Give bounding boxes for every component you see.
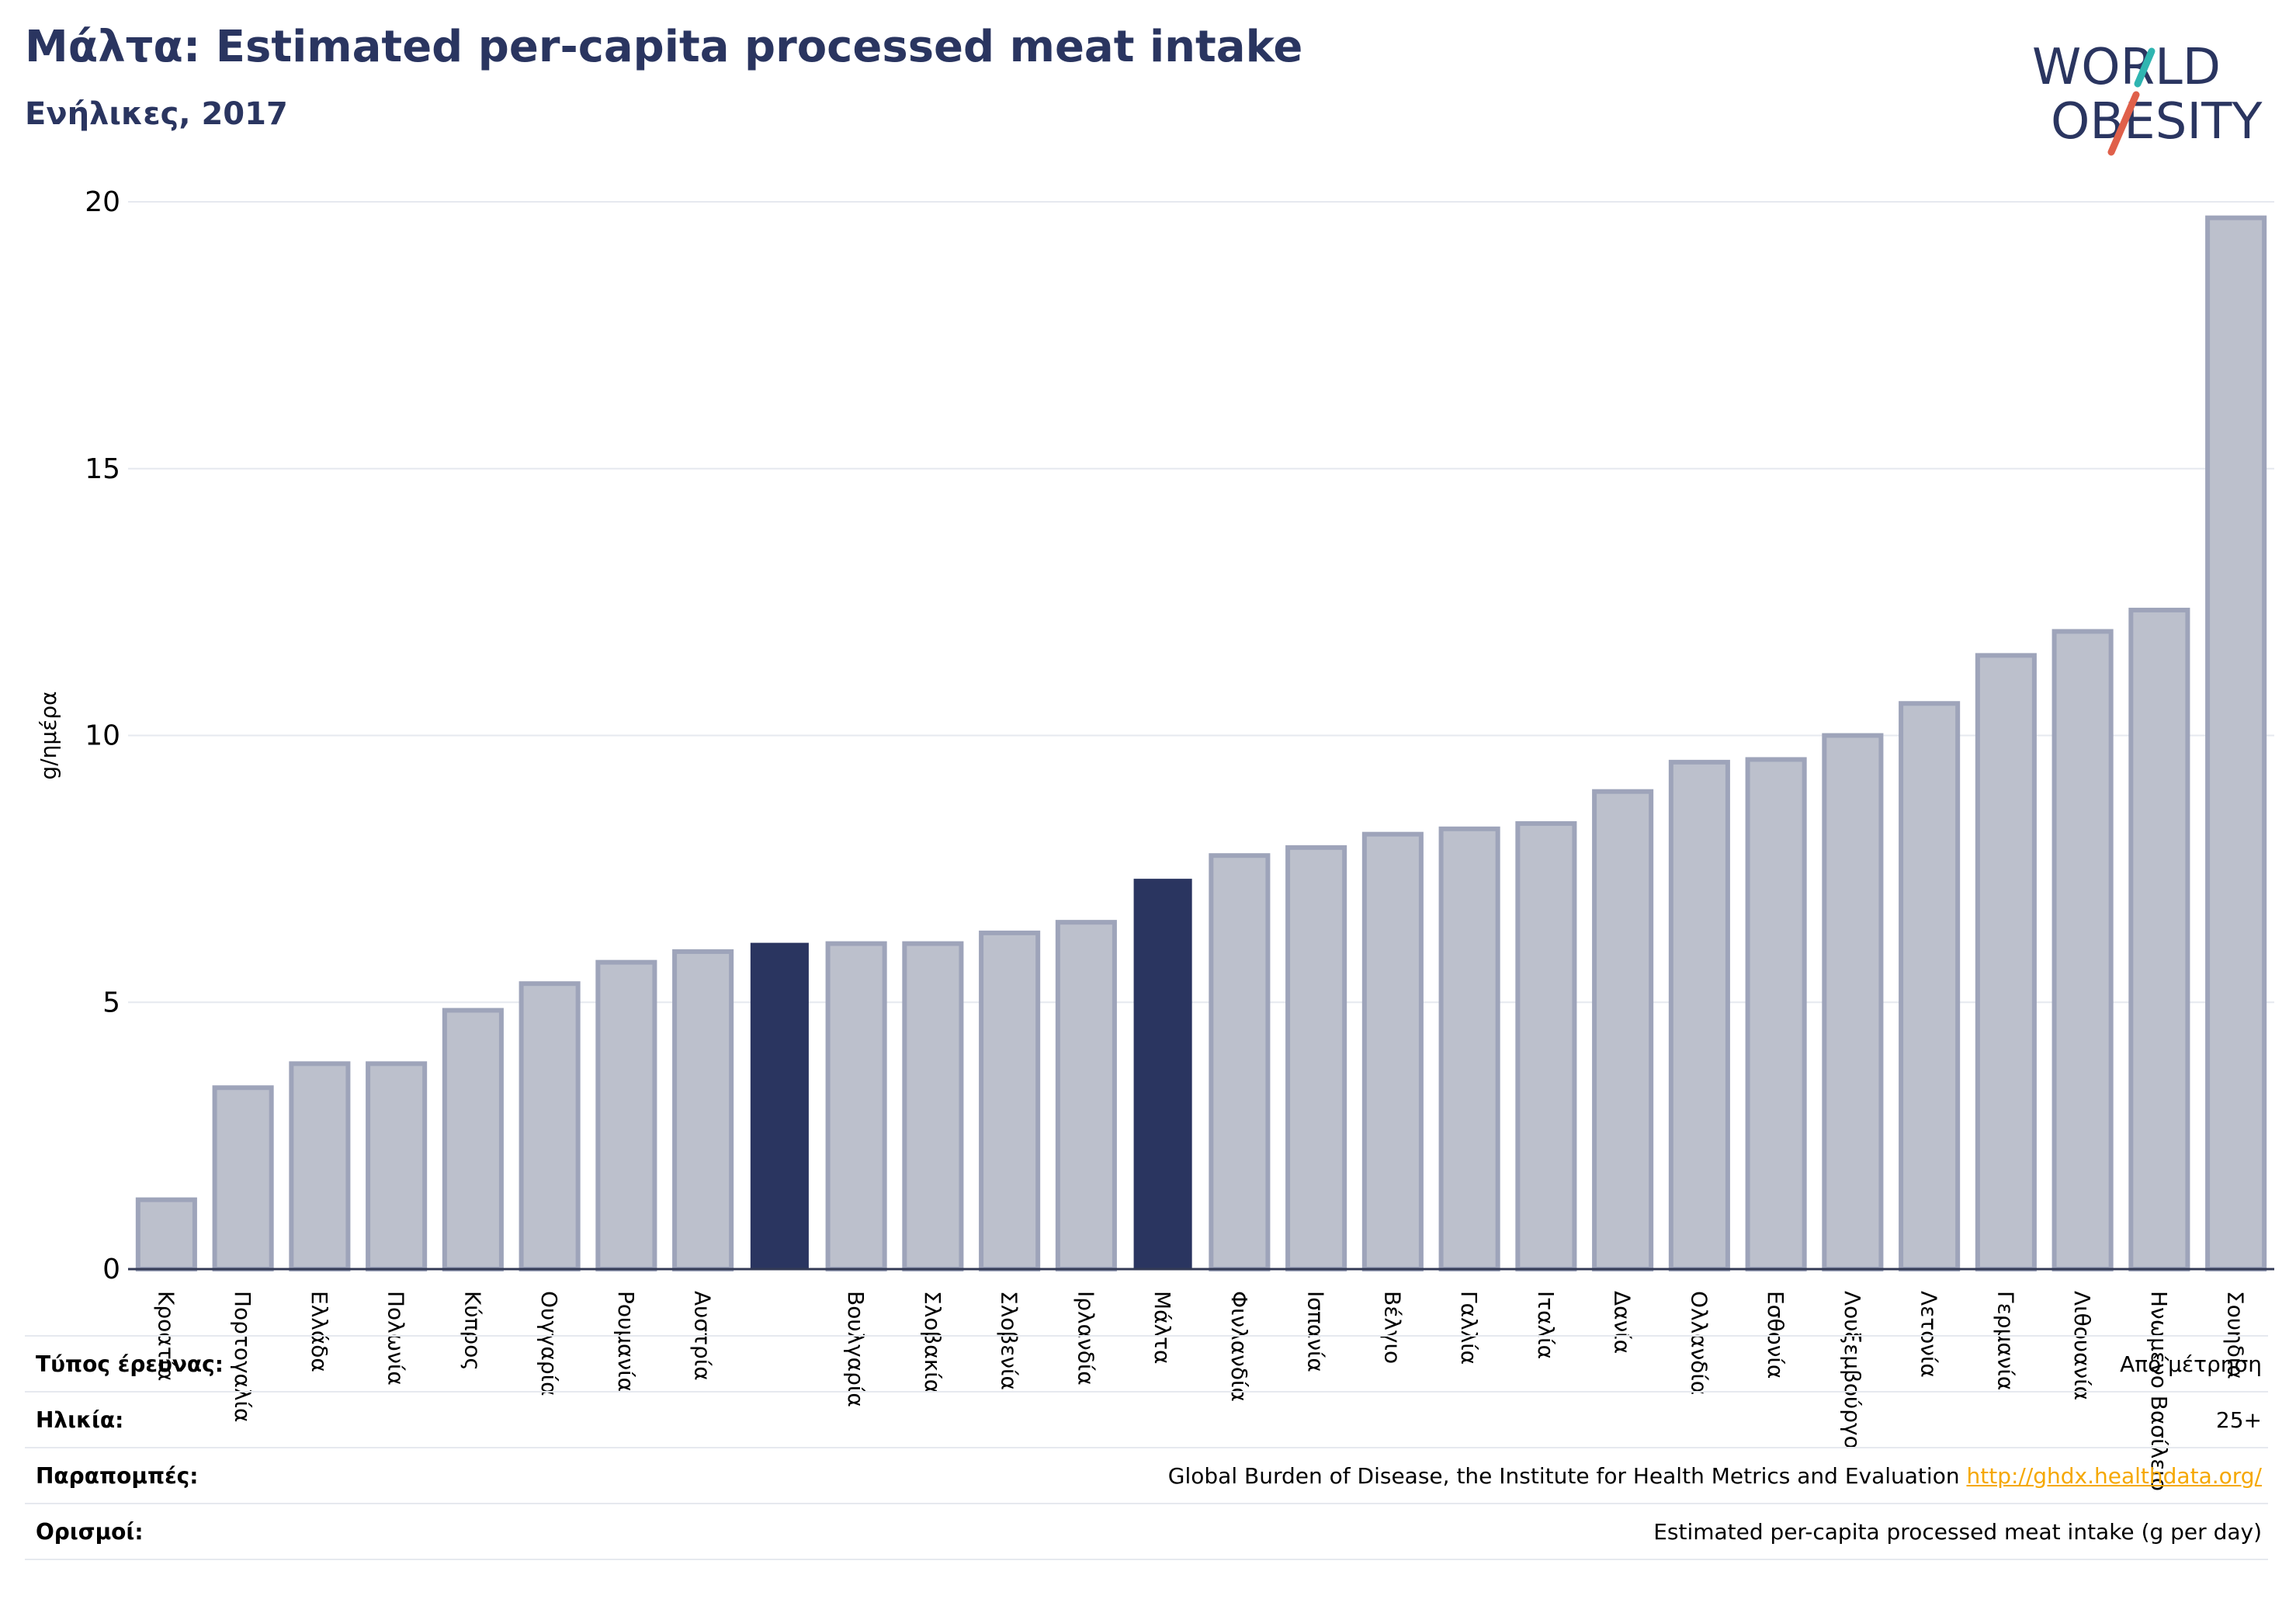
reference-text: Global Burden of Disease, the Institute … [1167, 1462, 1960, 1489]
logo-slash-red [2107, 91, 2140, 156]
x-tick-label: Σλοβενία [997, 1291, 1022, 1390]
chart-subtitle: Ενήλικες, 2017 [25, 96, 288, 132]
bar [1438, 826, 1500, 1271]
y-axis-label: g/ημέρα [36, 691, 61, 779]
bar [1055, 920, 1117, 1271]
bar [212, 1085, 274, 1271]
info-label: Τύπος έρευνας: [36, 1351, 224, 1377]
bar [2051, 629, 2114, 1271]
bar [135, 1197, 197, 1271]
logo-slash-teal [2134, 47, 2156, 88]
bar [1361, 831, 1424, 1271]
x-tick-label: Δανία [1610, 1291, 1635, 1354]
x-tick-label: Ολλανδία [1686, 1291, 1712, 1395]
bar [1133, 879, 1192, 1270]
bar [1209, 853, 1271, 1271]
info-value: Estimated per-capita processed meat inta… [1653, 1518, 2262, 1545]
y-tick-label: 15 [85, 453, 120, 485]
x-tick-label: Σλοβακία [920, 1291, 945, 1393]
info-value: Global Burden of Disease, the Institute … [1168, 1463, 2268, 1489]
x-tick-label: Ισπανία [1303, 1291, 1329, 1372]
bar [1975, 653, 2037, 1271]
reference-link[interactable]: http://ghdx.healthdata.org/ [1966, 1462, 2262, 1489]
info-label: Ορισμοί: [36, 1518, 144, 1545]
info-row-definitions: Ορισμοί: Estimated per-capita processed … [25, 1503, 2268, 1560]
bar [672, 949, 734, 1271]
x-tick-label: Ηνωμένο Βασίλειο [2146, 1291, 2172, 1491]
y-tick-label: 10 [85, 720, 120, 752]
world-obesity-logo: WORLD OBESITY [2032, 39, 2263, 156]
x-tick-label: Ρουμανία [613, 1291, 639, 1392]
y-tick-label: 20 [85, 186, 120, 218]
x-tick-label: Πολωνία [383, 1291, 409, 1386]
x-tick-label: Βέλγιο [1379, 1291, 1405, 1364]
bar [2128, 607, 2190, 1271]
y-tick-label: 5 [102, 987, 120, 1018]
x-tick-label: Λετονία [1916, 1291, 1942, 1378]
x-tick-label: Σουηδία [2223, 1291, 2249, 1379]
info-label: Παραπομπές: [36, 1462, 199, 1489]
bar [519, 981, 581, 1271]
x-tick-label: Φινλανδία [1226, 1291, 1252, 1402]
info-row-age: Ηλικία: 25+ [25, 1391, 2268, 1447]
logo-line2: OBESITY [2051, 93, 2263, 151]
bar [750, 942, 809, 1270]
chart-title: Μάλτα: Estimated per-capita processed me… [25, 22, 1303, 72]
x-tick-label: Εσθονία [1763, 1291, 1788, 1379]
bar [1899, 701, 1961, 1271]
x-tick-label: Ελλάδα [307, 1291, 332, 1372]
x-tick-label: Ιταλία [1533, 1291, 1559, 1359]
bar [442, 1008, 504, 1271]
info-label: Ηλικία: [36, 1406, 124, 1433]
bar [1592, 789, 1654, 1271]
info-table: Τύπος έρευνας: Από μέτρηση Ηλικία: 25+ Π… [25, 1335, 2268, 1560]
bar [979, 930, 1041, 1271]
x-tick-label: Βουλγαρία [843, 1291, 869, 1407]
bar [902, 941, 964, 1271]
x-tick-label: Μάλτα [1150, 1291, 1175, 1365]
x-tick-label: Λουξεμβούργο [1840, 1291, 1865, 1449]
x-tick-label: Ουγγαρία [536, 1291, 562, 1396]
bar [1515, 820, 1577, 1271]
x-tick-label: Ιρλανδία [1073, 1291, 1098, 1386]
bars [135, 215, 2267, 1271]
x-tick-label: Κύπρος [460, 1291, 485, 1371]
bar [825, 941, 887, 1271]
logo-line1: WORLD [2032, 39, 2221, 96]
info-value: 25+ [2215, 1406, 2262, 1433]
x-tick-label: Γερμανία [1993, 1291, 2018, 1390]
info-value: Από μέτρηση [2120, 1351, 2262, 1377]
bar [1822, 733, 1884, 1271]
bar [1285, 845, 1347, 1271]
y-tick-label: 0 [102, 1254, 120, 1285]
bar [366, 1061, 428, 1271]
info-row-references: Παραπομπές: Global Burden of Disease, th… [25, 1447, 2268, 1503]
x-tick-label: Πορτογαλία [230, 1291, 255, 1422]
x-tick-label: Γαλλία [1456, 1291, 1482, 1365]
bar [595, 959, 657, 1271]
bar [1745, 757, 1807, 1271]
x-tick-label: Λιθουανία [2069, 1291, 2095, 1400]
info-row-survey-type: Τύπος έρευνας: Από μέτρηση [25, 1335, 2268, 1391]
bar [1668, 759, 1730, 1271]
bar [2205, 215, 2267, 1271]
bar [289, 1061, 351, 1271]
